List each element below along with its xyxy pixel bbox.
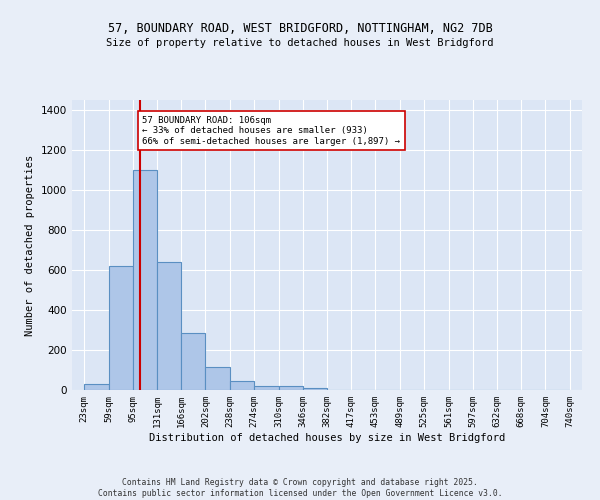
Bar xyxy=(254,386,278,390)
Text: 57 BOUNDARY ROAD: 106sqm
← 33% of detached houses are smaller (933)
66% of semi-: 57 BOUNDARY ROAD: 106sqm ← 33% of detach… xyxy=(142,116,400,146)
Bar xyxy=(230,380,254,390)
Bar xyxy=(278,386,303,390)
Text: 57, BOUNDARY ROAD, WEST BRIDGFORD, NOTTINGHAM, NG2 7DB: 57, BOUNDARY ROAD, WEST BRIDGFORD, NOTTI… xyxy=(107,22,493,36)
Bar xyxy=(133,170,157,390)
Bar xyxy=(205,367,230,390)
Bar xyxy=(84,384,109,390)
X-axis label: Distribution of detached houses by size in West Bridgford: Distribution of detached houses by size … xyxy=(149,432,505,442)
Text: Size of property relative to detached houses in West Bridgford: Size of property relative to detached ho… xyxy=(106,38,494,48)
Text: Contains HM Land Registry data © Crown copyright and database right 2025.
Contai: Contains HM Land Registry data © Crown c… xyxy=(98,478,502,498)
Bar xyxy=(157,262,181,390)
Y-axis label: Number of detached properties: Number of detached properties xyxy=(25,154,35,336)
Bar xyxy=(109,266,133,390)
Bar xyxy=(181,333,205,390)
Bar xyxy=(303,388,328,390)
